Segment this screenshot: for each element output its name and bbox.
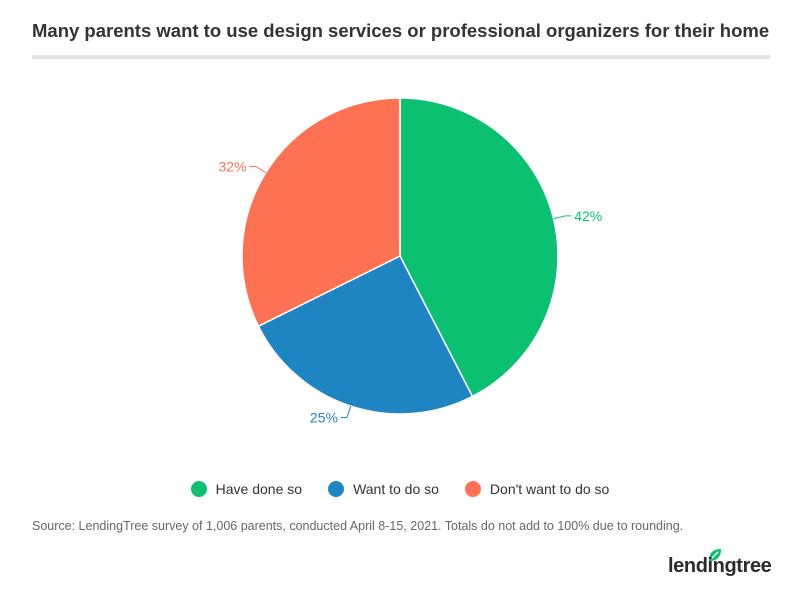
legend-label: Want to do so	[353, 481, 439, 497]
label-connector-3	[249, 165, 267, 174]
pie-slice-1	[399, 97, 559, 398]
legend-item-2[interactable]: Want to do so	[328, 481, 439, 497]
title-divider	[32, 55, 770, 59]
chart-title: Many parents want to use design services…	[32, 20, 770, 41]
pie-chart: 42% 25% 32%	[219, 97, 602, 426]
data-label-1: 42%	[574, 208, 602, 224]
pie-slice-3	[241, 97, 401, 328]
legend-item-1[interactable]: Have done so	[190, 481, 303, 497]
legend-item-3[interactable]: Don't want to do so	[464, 481, 610, 497]
label-connector-1	[553, 215, 572, 220]
label-connector-2	[340, 405, 352, 419]
legend-swatch	[328, 481, 345, 497]
legend-swatch	[464, 481, 481, 497]
lendingtree-logo[interactable]: lendingtree	[668, 548, 772, 578]
data-label-2: 25%	[310, 410, 338, 426]
logo-text: lendingtree	[668, 555, 772, 577]
legend-label: Don't want to do so	[489, 481, 610, 497]
legend-swatch	[190, 481, 207, 497]
legend-label: Have done so	[215, 481, 303, 497]
source-note: Source: LendingTree survey of 1,006 pare…	[32, 519, 684, 533]
data-label-3: 32%	[219, 158, 247, 174]
legend: Have done so Want to do so Don't want to d…	[0, 481, 800, 497]
leaf-icon	[709, 549, 721, 561]
